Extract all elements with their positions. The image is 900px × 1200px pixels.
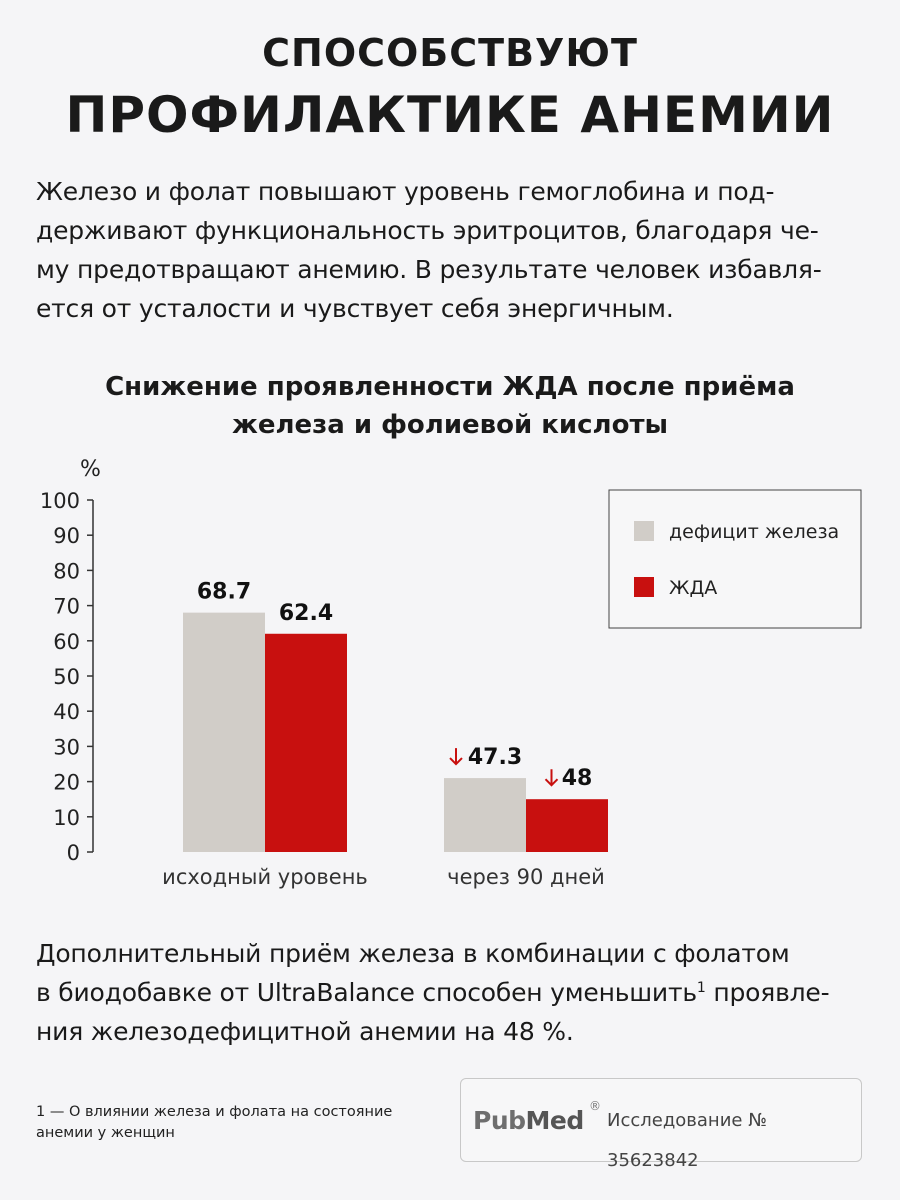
y-tick-label: 60: [53, 630, 80, 654]
summary-text: в биодобавке от UltraBalance способен ум…: [36, 978, 697, 1007]
bar-value-label: 62.4: [279, 601, 333, 626]
summary-paragraph: Дополнительный приём железа в комбинации…: [36, 934, 876, 1051]
footnote: 1 — О влиянии железа и фолата на состоян…: [36, 1102, 436, 1144]
summary-line: в биодобавке от UltraBalance способен ум…: [36, 973, 876, 1012]
legend-swatch: [634, 521, 654, 541]
y-axis-label: %: [80, 457, 101, 482]
page-title-line1: СПОСОБСТВУЮТ: [262, 31, 638, 75]
chart-title-line: железа и фолиевой кислоты: [231, 410, 669, 440]
intro-line: ется от усталости и чувствует себя энерг…: [36, 294, 674, 323]
x-category-label: через 90 дней: [447, 865, 605, 889]
bar-value-label: 48: [562, 766, 593, 791]
source-badge: PubMed ® Исследование № 35623842: [460, 1078, 862, 1171]
intro-line: му предотвращают анемию. В результате че…: [36, 255, 822, 284]
pubmed-logo-med: Med: [525, 1106, 585, 1135]
pubmed-logo: PubMed: [473, 1101, 584, 1141]
footnote-line: анемии у женщин: [36, 1125, 175, 1141]
bar-value-label: 68.7: [197, 580, 251, 605]
y-tick-label: 20: [53, 771, 80, 795]
study-number: Исследование № 35623842: [607, 1110, 767, 1171]
bar: [526, 799, 608, 852]
chart-title: Снижение проявленности ЖДА после приёма …: [0, 368, 900, 444]
registered-mark: ®: [589, 1099, 601, 1113]
summary-line: Дополнительный приём железа в комбинации…: [36, 939, 790, 968]
bar: [265, 633, 347, 852]
y-tick-label: 70: [53, 595, 80, 619]
y-tick-label: 50: [53, 665, 80, 689]
y-tick-label: 30: [53, 735, 80, 759]
intro-line: держивают функциональность эритроцитов, …: [36, 216, 819, 245]
decrease-arrow-icon: [449, 748, 463, 766]
intro-line: Железо и фолат повышают уровень гемоглоб…: [36, 177, 775, 206]
y-tick-label: 40: [53, 700, 80, 724]
y-tick-label: 90: [53, 524, 80, 548]
footnote-line: 1 — О влиянии железа и фолата на состоян…: [36, 1104, 393, 1120]
chart-title-line: Снижение проявленности ЖДА после приёма: [105, 372, 795, 402]
legend-label: дефицит железа: [669, 521, 839, 543]
bar: [444, 778, 526, 852]
decrease-arrow-icon: [544, 769, 559, 787]
bar: [183, 612, 265, 852]
y-tick-label: 10: [53, 806, 80, 830]
bar-value-label: 47.3: [468, 745, 522, 770]
y-tick-label: 80: [53, 559, 80, 583]
legend-box: [608, 489, 862, 629]
summary-line: ния железодефицитной анемии на 48 %.: [36, 1017, 574, 1046]
page-title-line2: ПРОФИЛАКТИКЕ АНЕМИИ: [65, 86, 835, 144]
x-category-label: исходный уровень: [162, 865, 368, 889]
intro-paragraph: Железо и фолат повышают уровень гемоглоб…: [36, 172, 866, 328]
legend-label: ЖДА: [669, 577, 717, 599]
bar-chart: % 0 10 20 30 40 50 60 70 80 90 100 68.7 62.4 исходный …: [40, 457, 862, 889]
legend-swatch: [634, 577, 654, 597]
summary-text: проявле-: [705, 978, 830, 1007]
y-tick-label: 100: [40, 489, 80, 513]
pubmed-logo-pub: Pub: [473, 1106, 526, 1135]
footnote-ref: 1: [696, 980, 706, 996]
y-tick-label: 0: [67, 841, 80, 865]
